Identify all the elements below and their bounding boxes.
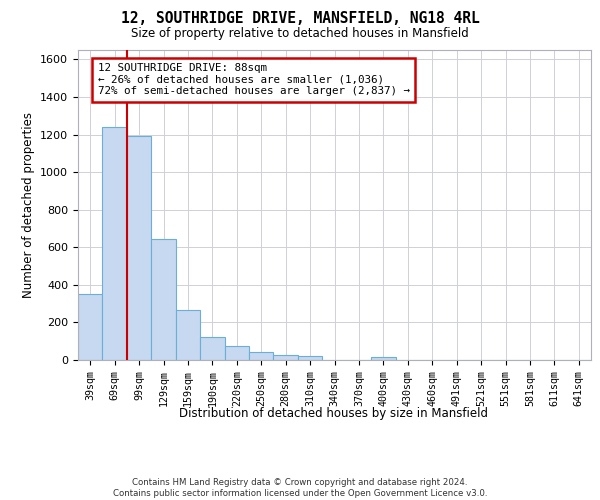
Bar: [274, 356, 298, 360]
Text: Contains HM Land Registry data © Crown copyright and database right 2024.
Contai: Contains HM Land Registry data © Crown c…: [113, 478, 487, 498]
Y-axis label: Number of detached properties: Number of detached properties: [22, 112, 35, 298]
Text: Distribution of detached houses by size in Mansfield: Distribution of detached houses by size …: [179, 408, 488, 420]
Bar: [78, 294, 103, 360]
Bar: [200, 338, 224, 360]
Text: Size of property relative to detached houses in Mansfield: Size of property relative to detached ho…: [131, 28, 469, 40]
Bar: [127, 136, 151, 360]
Bar: [103, 127, 127, 360]
Bar: [176, 310, 200, 360]
Text: 12, SOUTHRIDGE DRIVE, MANSFIELD, NG18 4RL: 12, SOUTHRIDGE DRIVE, MANSFIELD, NG18 4R…: [121, 11, 479, 26]
Bar: [151, 239, 176, 360]
Bar: [249, 352, 274, 360]
Bar: [371, 357, 395, 360]
Bar: [224, 346, 249, 360]
Text: 12 SOUTHRIDGE DRIVE: 88sqm
← 26% of detached houses are smaller (1,036)
72% of s: 12 SOUTHRIDGE DRIVE: 88sqm ← 26% of deta…: [98, 63, 410, 96]
Bar: [298, 356, 322, 360]
